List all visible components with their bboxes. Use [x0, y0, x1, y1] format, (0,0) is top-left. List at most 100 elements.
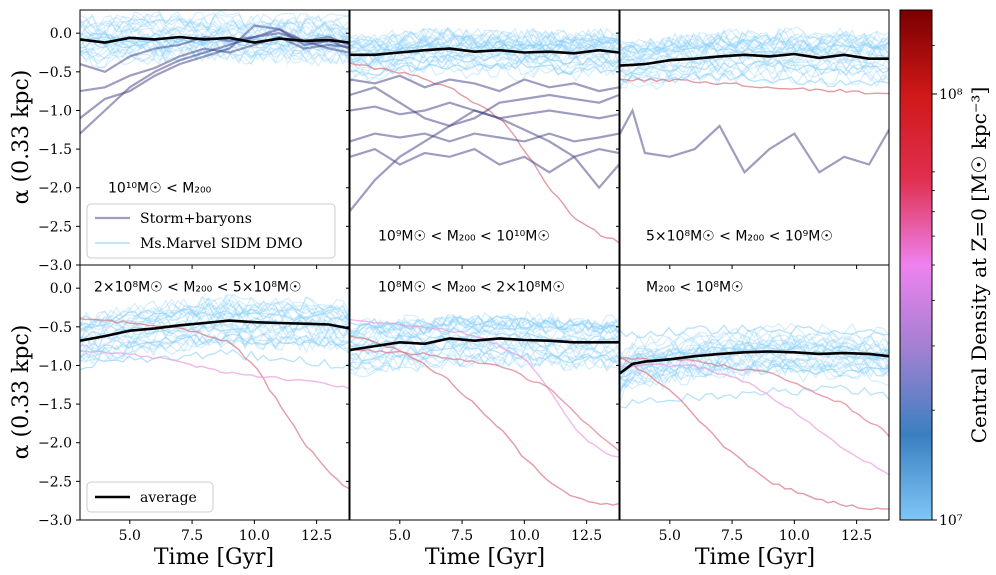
y-tick-label: −2.5: [38, 219, 72, 235]
storm-line: [80, 28, 349, 135]
panel-label-p5: 10⁸M☉ < M₂₀₀ < 2×10⁸M☉: [378, 280, 565, 296]
marvel-cloud-line: [620, 359, 889, 389]
marvel-line: [350, 346, 619, 364]
colorbar-gradient: [899, 9, 933, 521]
marvel-line: [350, 330, 619, 348]
y-tick-label: −1.0: [38, 358, 72, 374]
marvel-cloud-line: [80, 331, 349, 363]
average-line: [80, 319, 349, 342]
marvel-cloud-line: [620, 31, 889, 59]
marvel-cloud-line: [620, 28, 889, 53]
average-line: [80, 35, 349, 44]
marvel-cloud-line: [80, 304, 349, 333]
marvel-cloud-line: [80, 300, 349, 333]
marvel-cloud-line: [620, 358, 889, 388]
x-tick-label: 7.5: [721, 528, 743, 544]
legend-bottom: average: [86, 481, 214, 513]
dense-halo-line: [350, 62, 619, 244]
marvel-cloud-line: [620, 26, 889, 54]
panel-p6: 5.0 7.5 10.0 12.5 M₂₀₀ < 10⁸M☉: [616, 264, 890, 544]
marvel-cloud-line: [80, 301, 349, 331]
legend-box: [86, 203, 336, 259]
dense-halo-line: [620, 77, 889, 95]
marvel-cloud-line: [620, 340, 889, 371]
marvel-cloud-line: [350, 349, 619, 372]
marvel-cloud-line: [80, 17, 349, 37]
dense-halo-line: [80, 350, 349, 390]
y-tick-label: −3.0: [38, 258, 72, 274]
marvel-cloud-line: [80, 332, 349, 365]
marvel-cloud-line: [80, 34, 349, 56]
marvel-cloud-line: [80, 331, 349, 360]
storm-line: [350, 109, 619, 212]
marvel-cloud-line: [350, 341, 619, 365]
marvel-cloud-line: [80, 18, 349, 42]
marvel-line: [620, 384, 889, 409]
x-tick-label: 7.5: [451, 528, 473, 544]
legend-marvel-label: Ms.Marvel SIDM DMO: [140, 236, 303, 252]
storm-line: [350, 86, 619, 128]
y-tick-label: 0.0: [50, 281, 72, 297]
colorbar-tick-label-1e8: 10⁸: [939, 87, 963, 103]
marvel-cloud-line: [80, 299, 349, 328]
marvel-cloud-line: [350, 55, 619, 79]
marvel-cloud-line: [620, 37, 889, 62]
marvel-line: [620, 60, 889, 76]
xlabel-col1: Time [Gyr]: [154, 545, 274, 570]
marvel-cloud-line: [350, 339, 619, 368]
marvel-line: [620, 40, 889, 54]
panel-p2: 10⁹M☉ < M₂₀₀ < 10¹⁰M☉: [346, 9, 620, 269]
storm-line: [350, 74, 619, 93]
marvel-cloud-line: [350, 32, 619, 51]
dense-halo-line: [80, 318, 349, 490]
marvel-cloud-line: [620, 334, 889, 365]
marvel-cloud-line: [620, 341, 889, 376]
marvel-cloud-line: [350, 26, 619, 49]
x-tick-label: 10.0: [779, 528, 810, 544]
marvel-cloud-line: [350, 45, 619, 69]
marvel-cloud-line: [620, 50, 889, 74]
marvel-cloud-line: [620, 337, 889, 372]
marvel-cloud-line: [620, 52, 889, 78]
marvel-cloud-line: [620, 32, 889, 54]
y-tick-label: −3.0: [38, 513, 72, 529]
average-line: [350, 47, 619, 57]
marvel-cloud-line: [350, 317, 619, 338]
marvel-cloud-line: [620, 330, 889, 360]
panel-label-p3: 5×10⁸M☉ < M₂₀₀ < 10⁹M☉: [646, 229, 833, 245]
marvel-cloud-line: [620, 37, 889, 64]
panel-frame: [79, 264, 350, 521]
average-line: [350, 337, 619, 352]
y-tick-label: −1.5: [38, 142, 72, 158]
panel-label-p2: 10⁹M☉ < M₂₀₀ < 10¹⁰M☉: [378, 229, 550, 245]
marvel-cloud-line: [80, 330, 349, 363]
panel-p3: 5×10⁸M☉ < M₂₀₀ < 10⁹M☉: [616, 9, 890, 269]
marvel-cloud-line: [350, 38, 619, 59]
marvel-cloud-line: [80, 19, 349, 40]
x-tick-label: 5.0: [659, 528, 681, 544]
panel-frame: [349, 264, 620, 521]
ylabel-bottom: α (0.33 kpc): [9, 325, 34, 460]
marvel-line: [620, 360, 889, 378]
marvel-line: [80, 349, 349, 371]
x-tick-label: 5.0: [389, 528, 411, 544]
marvel-cloud-line: [350, 49, 619, 70]
marvel-cloud-line: [350, 341, 619, 362]
x-tick-label: 7.5: [181, 528, 203, 544]
storm-line: [80, 24, 349, 120]
marvel-cloud-line: [350, 26, 619, 48]
panel-label-p1: 10¹⁰M☉ < M₂₀₀: [108, 181, 212, 197]
average-line: [620, 52, 889, 67]
marvel-cloud-line: [80, 12, 349, 33]
marvel-cloud-line: [80, 22, 349, 44]
xlabel-col3: Time [Gyr]: [695, 545, 815, 570]
x-tick-label: 12.5: [301, 528, 332, 544]
marvel-cloud-line: [620, 41, 889, 63]
legend-storm-label: Storm+baryons: [140, 211, 252, 227]
legend-box: [86, 481, 214, 513]
marvel-cloud-line: [80, 27, 349, 48]
marvel-cloud-line: [80, 296, 349, 332]
marvel-cloud-line: [620, 33, 889, 60]
marvel-cloud-line: [620, 57, 889, 82]
